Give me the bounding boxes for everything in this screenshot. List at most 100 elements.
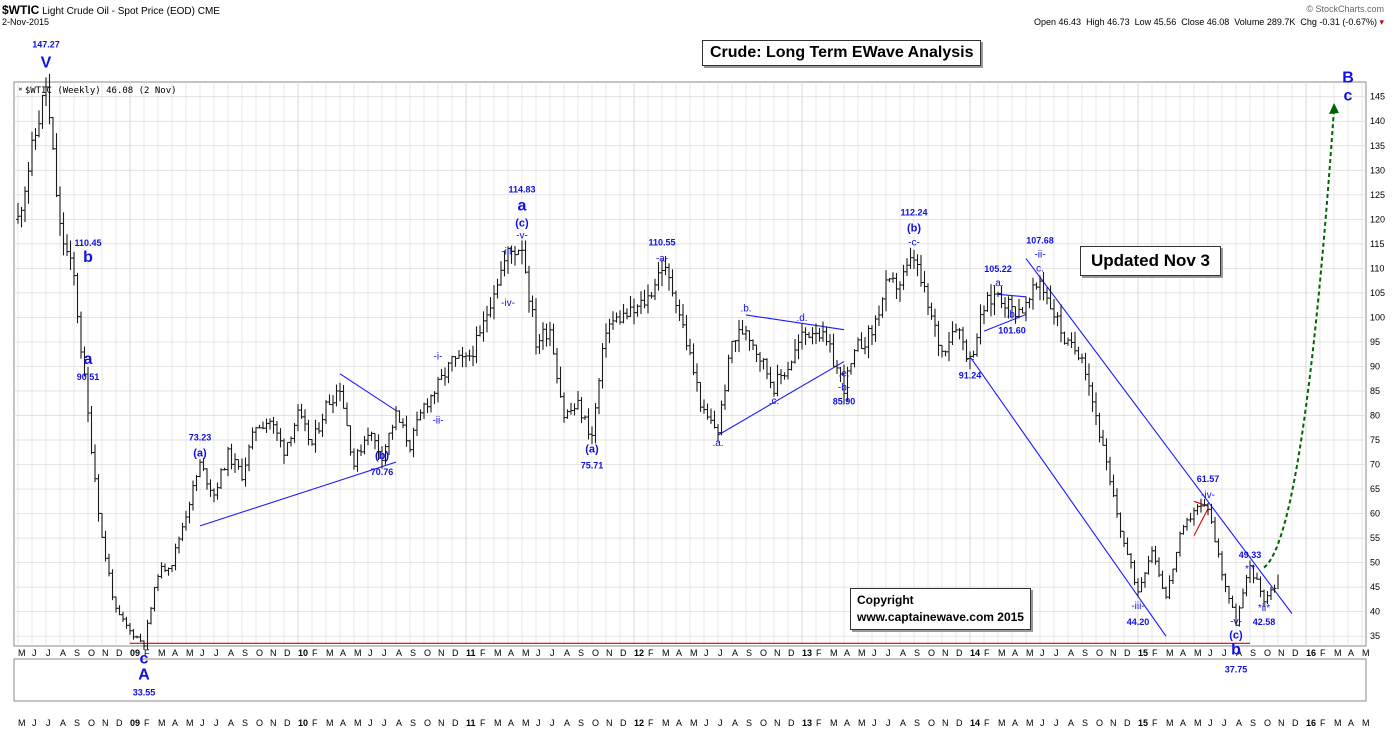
x-tick-label: A: [844, 648, 850, 658]
x-tick-label: M: [18, 648, 26, 658]
x-tick-label-bottom: J: [46, 718, 51, 728]
x-tick-label: N: [438, 648, 445, 658]
x-tick-label: J: [704, 648, 709, 658]
wave-label: (c): [1229, 630, 1243, 642]
x-tick-label-bottom: F: [1152, 718, 1158, 728]
projection-arrow: [1263, 102, 1339, 569]
x-tick-label-bottom: J: [368, 718, 373, 728]
wave-label: c: [1344, 88, 1353, 105]
x-tick-label: S: [914, 648, 920, 658]
wave-label: 110.55: [648, 238, 675, 248]
x-tick-label: A: [60, 648, 66, 658]
x-tick-label: O: [928, 648, 935, 658]
x-tick-label-bottom: J: [704, 718, 709, 728]
x-tick-label: A: [732, 648, 738, 658]
x-tick-label-bottom: 09: [130, 718, 140, 728]
y-tick-label: 95: [1370, 337, 1380, 347]
x-tick-label: A: [564, 648, 570, 658]
x-tick-label: N: [270, 648, 277, 658]
stockcharts-brand[interactable]: © StockCharts.com: [1306, 4, 1384, 14]
y-tick-label: 35: [1370, 631, 1380, 641]
wave-label: a: [518, 198, 527, 215]
low-label: Low: [1134, 17, 1152, 27]
x-tick-label-bottom: F: [312, 718, 318, 728]
wave-label: -c-: [908, 237, 920, 248]
x-tick-label-bottom: 15: [1138, 718, 1148, 728]
y-tick-label: 80: [1370, 410, 1380, 420]
x-tick-label-bottom: O: [88, 718, 95, 728]
y-tick-label: 140: [1370, 116, 1385, 126]
x-tick-label-bottom: A: [60, 718, 66, 728]
wave-label: 85.90: [833, 397, 856, 407]
y-tick-label: 145: [1370, 92, 1385, 102]
x-tick-label: F: [312, 648, 318, 658]
wave-label: 107.68: [1026, 236, 1054, 246]
x-tick-label-bottom: S: [914, 718, 920, 728]
x-tick-label: D: [956, 648, 963, 658]
x-tick-label-bottom: M: [690, 718, 698, 728]
x-tick-label-bottom: M: [522, 718, 530, 728]
x-tick-label: F: [984, 648, 990, 658]
wave-label: 91.24: [959, 370, 982, 380]
wave-label: -i-: [966, 354, 975, 365]
x-tick-label-bottom: 11: [466, 718, 476, 728]
x-tick-label: A: [1236, 648, 1242, 658]
x-tick-label: D: [1124, 648, 1131, 658]
series-legend: ᵂ $WTIC (Weekly) 46.08 (2 Nov): [18, 86, 177, 96]
x-tick-label: F: [1152, 648, 1158, 658]
x-tick-label: M: [1166, 648, 1174, 658]
x-tick-label-bottom: M: [354, 718, 362, 728]
x-tick-label-bottom: M: [1194, 718, 1202, 728]
x-tick-label: J: [214, 648, 219, 658]
x-tick-label-bottom: M: [1362, 718, 1370, 728]
y-tick-label: 40: [1370, 607, 1380, 617]
y-tick-label: 120: [1370, 214, 1385, 224]
x-tick-label: D: [620, 648, 627, 658]
x-tick-label: A: [1348, 648, 1354, 658]
x-tick-label: 09: [130, 648, 140, 658]
x-tick-label: N: [102, 648, 109, 658]
wave-label: (a): [585, 444, 599, 456]
wave-label: 61.57: [1197, 474, 1220, 484]
x-tick-label-bottom: F: [144, 718, 150, 728]
x-tick-label: S: [746, 648, 752, 658]
x-tick-label-bottom: A: [508, 718, 514, 728]
x-tick-label-bottom: A: [564, 718, 570, 728]
wave-label: B: [1342, 70, 1354, 87]
exchange: CME: [197, 6, 220, 17]
x-tick-label-bottom: J: [1040, 718, 1045, 728]
x-tick-label-bottom: N: [606, 718, 613, 728]
x-tick-label-bottom: M: [1166, 718, 1174, 728]
x-tick-label: M: [1362, 648, 1370, 658]
x-tick-label: A: [228, 648, 234, 658]
x-tick-label-bottom: A: [340, 718, 346, 728]
x-tick-label: F: [816, 648, 822, 658]
x-tick-label: J: [886, 648, 891, 658]
wave-label: c: [140, 650, 149, 667]
x-tick-label: 14: [970, 648, 980, 658]
x-tick-label-bottom: N: [102, 718, 109, 728]
x-tick-label-bottom: S: [1250, 718, 1256, 728]
open-label: Open: [1033, 17, 1056, 27]
trend-line: [745, 314, 845, 331]
header-symbol-line: $WTIC Light Crude Oil - Spot Price (EOD)…: [2, 3, 220, 17]
x-tick-label: J: [872, 648, 877, 658]
x-tick-label: M: [858, 648, 866, 658]
x-tick-label-bottom: O: [1096, 718, 1103, 728]
chg-value: -0.31 (-0.67%): [1319, 17, 1377, 27]
wave-label: -iii-: [1131, 601, 1144, 612]
close-label: Close: [1181, 17, 1205, 27]
wave-label: 110.45: [74, 238, 101, 248]
wave-label: .b.: [1006, 310, 1017, 321]
x-tick-label: A: [1012, 648, 1018, 658]
x-tick-label-bottom: D: [1124, 718, 1131, 728]
x-tick-label: J: [1040, 648, 1045, 658]
x-tick-label: O: [424, 648, 431, 658]
x-tick-label-bottom: M: [662, 718, 670, 728]
x-tick-label: A: [900, 648, 906, 658]
x-tick-label: J: [200, 648, 205, 658]
x-tick-label-bottom: A: [1068, 718, 1074, 728]
x-tick-label-bottom: M: [158, 718, 166, 728]
x-tick-label-bottom: J: [718, 718, 723, 728]
y-tick-label: 60: [1370, 509, 1380, 519]
